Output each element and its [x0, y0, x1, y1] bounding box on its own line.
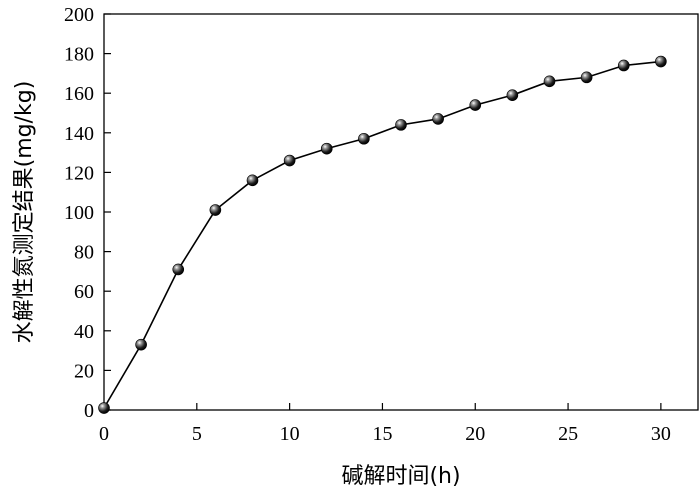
data-point: [655, 55, 667, 68]
data-point: [432, 113, 444, 125]
data-point: [320, 142, 333, 155]
data-point: [283, 154, 296, 167]
series-line: [103, 60, 661, 409]
data-point: [469, 99, 482, 111]
plot-frame: [103, 13, 699, 411]
y-tick-label: 140: [64, 123, 94, 145]
y-tick-label: 100: [64, 202, 94, 224]
x-tick-label: 20: [465, 423, 485, 445]
data-point: [172, 263, 185, 276]
plot-area: [103, 13, 699, 411]
y-tick-label: 20: [74, 360, 94, 382]
x-tick-label: 25: [558, 423, 578, 445]
data-point: [209, 204, 222, 216]
y-tick-label: 200: [64, 4, 94, 26]
x-tick-label: 30: [651, 423, 671, 445]
y-tick-label: 120: [64, 162, 94, 184]
data-point: [543, 75, 556, 88]
y-tick-label: 80: [74, 242, 94, 264]
data-point: [358, 132, 370, 145]
y-tick-label: 160: [64, 83, 94, 105]
data-point: [246, 174, 259, 187]
data-series: [98, 55, 667, 414]
y-tick-label: 0: [84, 400, 94, 422]
x-axis: 0 5 10 15 20 25 30: [99, 403, 671, 445]
y-tick-label: 180: [64, 44, 94, 66]
x-tick-label: 0: [99, 423, 109, 445]
data-point: [580, 71, 593, 84]
x-tick-label: 15: [372, 423, 392, 445]
data-point: [135, 338, 147, 351]
data-point: [395, 119, 407, 131]
data-point: [98, 402, 110, 414]
x-tick-label: 5: [192, 423, 202, 445]
y-tick-label: 60: [74, 281, 94, 303]
x-tick-label: 10: [280, 423, 300, 445]
y-axis: 0 20 40 60 80 100 120 140 160 180 200: [64, 4, 111, 422]
data-point: [506, 89, 519, 101]
y-axis-title: 水解性氮测定结果(mg/kg): [12, 81, 37, 344]
y-tick-label: 40: [74, 321, 94, 343]
data-point: [617, 59, 630, 72]
x-axis-title: 碱解时间(h): [341, 464, 460, 489]
